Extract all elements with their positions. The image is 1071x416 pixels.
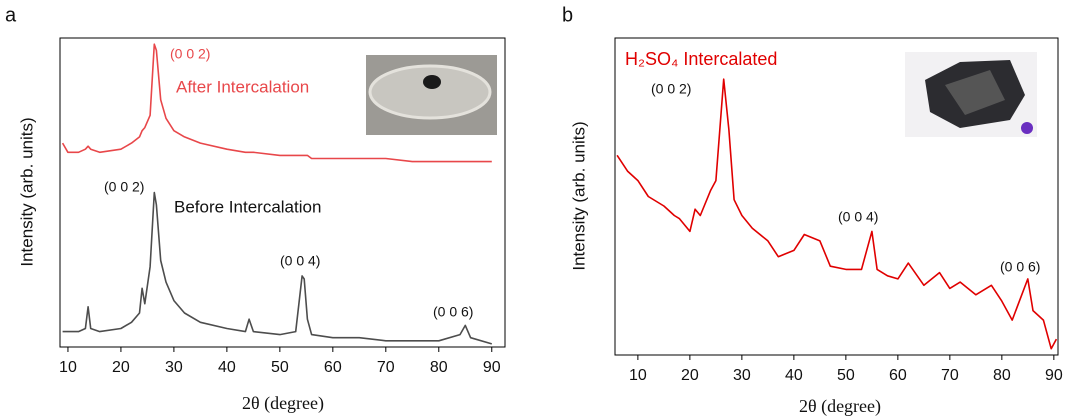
x-tick-label: 30 bbox=[733, 367, 751, 384]
x-tick-label: 90 bbox=[483, 359, 501, 376]
x-tick-label: 10 bbox=[59, 359, 77, 376]
x-tick-label: 80 bbox=[993, 367, 1011, 384]
inset-photo-b bbox=[905, 52, 1037, 137]
panel-label: a bbox=[5, 4, 17, 26]
line-series bbox=[61, 43, 492, 163]
inset-photo-a bbox=[366, 55, 497, 135]
line-series bbox=[62, 191, 493, 345]
series-label: Before Intercalation bbox=[174, 197, 321, 216]
peak-annotation: (0 0 4) bbox=[838, 209, 878, 225]
x-tick-label: 30 bbox=[165, 359, 183, 376]
x-tick-label: 20 bbox=[681, 367, 699, 384]
x-tick-label: 60 bbox=[889, 367, 907, 384]
y-axis-label: Intensity (arb. units) bbox=[17, 117, 36, 266]
line-series bbox=[616, 78, 1058, 350]
x-tick-label: 70 bbox=[941, 367, 959, 384]
series-label: After Intercalation bbox=[176, 77, 309, 96]
peak-annotation: (0 0 6) bbox=[433, 304, 473, 320]
panel-label: b bbox=[562, 4, 573, 26]
x-tick-label: 40 bbox=[218, 359, 236, 376]
peak-annotation: (0 0 2) bbox=[651, 81, 691, 97]
x-tick-label: 40 bbox=[785, 367, 803, 384]
peak-annotation: (0 0 6) bbox=[1000, 259, 1040, 275]
plot-frame bbox=[59, 37, 506, 348]
x-tick-label: 50 bbox=[837, 367, 855, 384]
x-tick-label: 70 bbox=[377, 359, 395, 376]
x-tick-label: 60 bbox=[324, 359, 342, 376]
x-tick-label: 10 bbox=[629, 367, 647, 384]
series-label: H₂SO₄ Intercalated bbox=[625, 49, 777, 69]
peak-annotation: (0 0 2) bbox=[170, 46, 210, 62]
x-tick-label: 50 bbox=[271, 359, 289, 376]
x-tick-label: 20 bbox=[112, 359, 130, 376]
x-axis-label: 2θ (degree) bbox=[799, 396, 881, 416]
x-tick-label: 80 bbox=[430, 359, 448, 376]
peak-annotation: (0 0 2) bbox=[104, 179, 144, 195]
y-axis-label: Intensity (arb. units) bbox=[569, 121, 588, 270]
peak-annotation: (0 0 4) bbox=[280, 253, 320, 269]
x-tick-label: 90 bbox=[1045, 367, 1063, 384]
plot-frame bbox=[614, 37, 1059, 356]
x-axis-label: 2θ (degree) bbox=[242, 393, 324, 414]
